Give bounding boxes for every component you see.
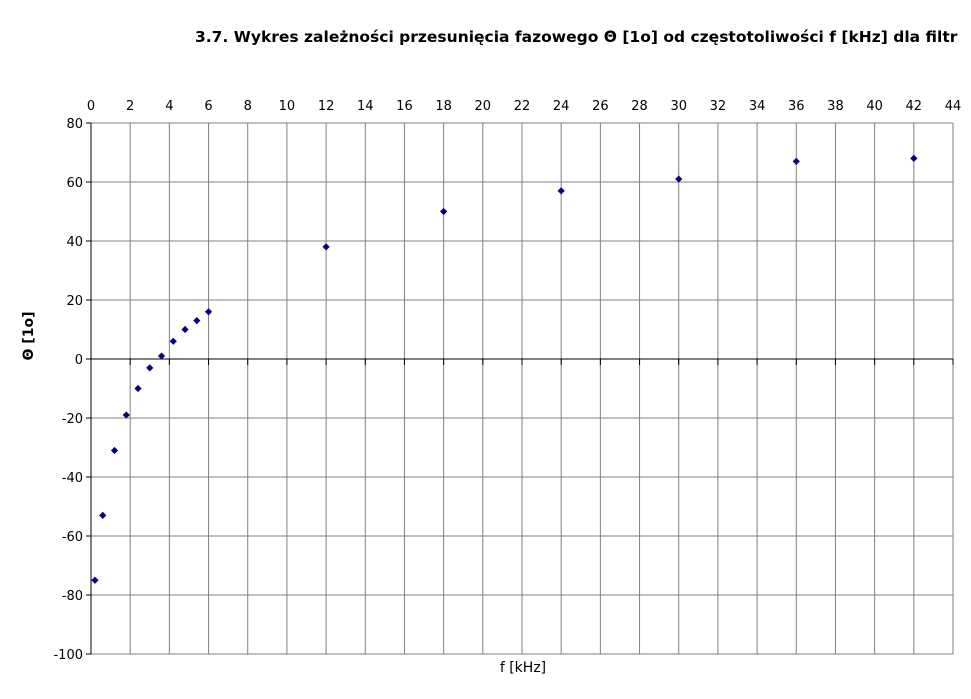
- x-tick-label: 16: [396, 99, 413, 114]
- y-tick-label: 0: [75, 353, 83, 368]
- x-tick-label: 34: [749, 99, 766, 114]
- x-tick-label: 26: [592, 99, 609, 114]
- x-tick-label: 8: [244, 99, 252, 114]
- x-tick-label: 22: [514, 99, 531, 114]
- y-tick-label: 20: [66, 294, 83, 309]
- data-point: [110, 446, 119, 455]
- y-tick-label: -100: [53, 648, 83, 663]
- y-tick-label: 80: [66, 117, 83, 132]
- y-tick-label: -60: [62, 530, 83, 545]
- data-point: [792, 157, 800, 165]
- x-tick-label: 40: [866, 99, 883, 114]
- data-point: [91, 576, 99, 584]
- data-point: [122, 411, 130, 419]
- y-tick-label: -40: [62, 471, 83, 486]
- x-tick-label: 14: [357, 99, 374, 114]
- y-tick-label: -20: [62, 412, 83, 427]
- x-tick-label: 20: [475, 99, 492, 114]
- data-point: [134, 384, 142, 393]
- data-point: [557, 187, 565, 195]
- data-point: [322, 243, 330, 251]
- data-point: [157, 352, 166, 360]
- y-axis-label: Θ [1o]: [21, 312, 37, 361]
- data-points: [91, 154, 918, 584]
- data-point: [910, 154, 918, 162]
- gridlines: [90, 122, 954, 655]
- x-tick-label: 32: [710, 99, 727, 114]
- x-tick-label: 2: [126, 99, 134, 114]
- data-point: [99, 511, 107, 519]
- axes: [86, 122, 954, 655]
- data-point: [675, 175, 683, 183]
- x-tick-label: 42: [906, 99, 923, 114]
- x-tick-label: 44: [945, 99, 962, 114]
- x-tick-label: 12: [318, 99, 335, 114]
- y-tick-labels: 80 60 40 20 0 -20 -40 -60 -80 -100: [53, 117, 83, 663]
- x-tick-label: 24: [553, 99, 570, 114]
- x-tick-label: 36: [788, 99, 805, 114]
- data-point: [204, 308, 213, 316]
- data-point: [181, 325, 189, 334]
- data-point: [440, 207, 448, 216]
- x-tick-label: 4: [165, 99, 173, 114]
- x-tick-label: 6: [204, 99, 212, 114]
- x-tick-label: 18: [435, 99, 452, 114]
- y-tick-label: -80: [62, 589, 83, 604]
- x-tick-label: 28: [631, 99, 648, 114]
- data-point: [146, 364, 154, 372]
- data-point: [169, 337, 177, 345]
- y-tick-label: 40: [66, 235, 83, 250]
- data-point: [193, 317, 201, 325]
- x-tick-label: 38: [827, 99, 844, 114]
- x-tick-label: 0: [87, 99, 95, 114]
- x-tick-label: 10: [279, 99, 296, 114]
- y-tick-label: 60: [66, 176, 83, 191]
- x-tick-label: 30: [670, 99, 687, 114]
- x-tick-labels: 0 2 4 6 8 10 12 14 16 18 20 22 24 26 28 30 32 34 36 38 40 42 4…: [87, 99, 961, 114]
- x-axis-label: f [kHz]: [500, 660, 546, 676]
- chart-title: 3.7. Wykres zależności przesunięcia fazo…: [195, 28, 958, 46]
